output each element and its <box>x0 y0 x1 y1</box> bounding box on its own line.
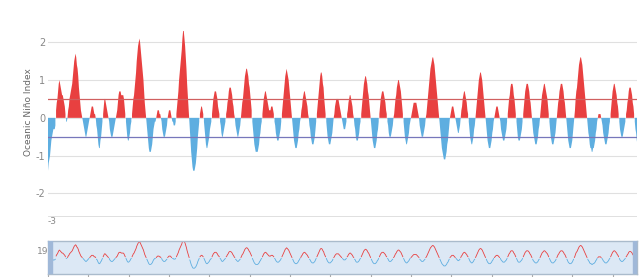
Y-axis label: Oceanic Niño Index: Oceanic Niño Index <box>24 68 33 156</box>
Bar <box>633 241 637 274</box>
Text: -3: -3 <box>48 217 57 226</box>
Bar <box>48 241 52 274</box>
